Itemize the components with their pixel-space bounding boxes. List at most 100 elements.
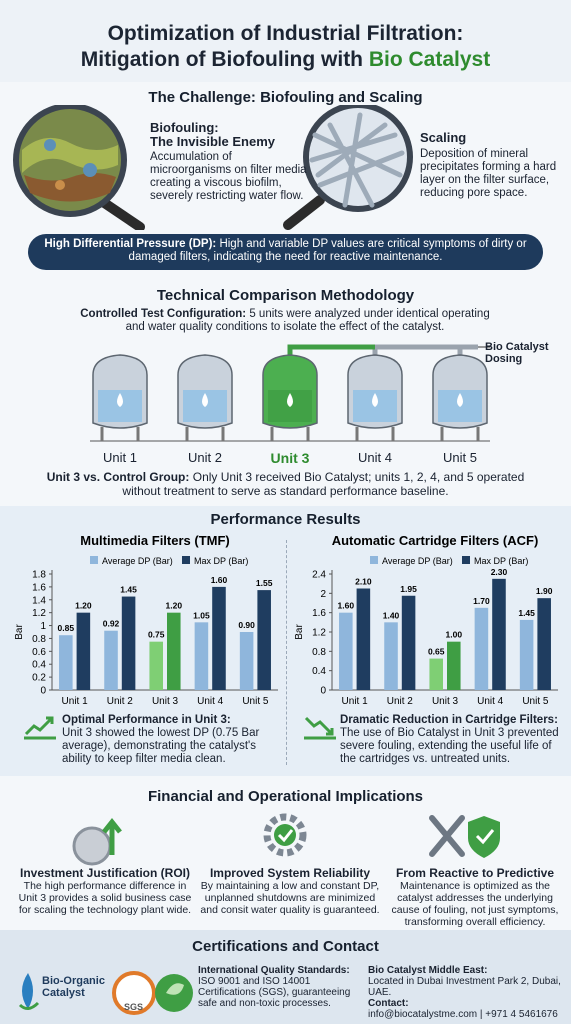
x-tick-label: Unit 4 (197, 696, 224, 707)
title-line2: Mitigation of Biofouling with Bio Cataly… (0, 48, 571, 72)
tank (347, 354, 403, 441)
value-label: 1.00 (446, 630, 463, 640)
bar (149, 641, 163, 690)
y-tick-label: 0.8 (312, 647, 326, 658)
bar (447, 641, 461, 690)
bar (429, 658, 443, 690)
note1: Optimal Performance in Unit 3: Unit 3 sho… (62, 714, 277, 766)
bar (121, 596, 136, 690)
gear-icon (263, 813, 307, 857)
note2-text: The use of Bio Catalyst in Unit 3 preven… (340, 727, 559, 765)
scaling-heading: Scaling (420, 130, 467, 145)
section-title-text: Performance Results (202, 511, 369, 528)
value-label: 1.20 (75, 601, 92, 611)
y-tick-label: 1 (40, 621, 46, 632)
chart-title: Automatic Cartridge Filters (ACF) (332, 533, 539, 548)
bar (492, 578, 506, 690)
section-title-text: Financial and Operational Implications (139, 788, 432, 805)
x-tick-label: Unit 3 (152, 696, 179, 707)
bar (401, 595, 416, 690)
unit-label: Unit 1 (103, 450, 137, 465)
chart: Automatic Cartridge Filters (ACF) Average… (294, 533, 558, 707)
y-tick-label: 1.6 (312, 608, 326, 619)
biofouling-subheading: The Invisible Enemy (150, 134, 275, 149)
legend-swatch (182, 556, 190, 564)
y-tick-label: 0 (320, 686, 326, 697)
bar (194, 622, 209, 690)
value-label: 2.30 (491, 567, 508, 577)
challenge-illustrations (13, 105, 413, 230)
note2: Dramatic Reduction in Cartridge Filters:… (340, 714, 560, 766)
note2-label: Dramatic Reduction in Cartridge Filters: (340, 714, 558, 726)
bar (474, 607, 489, 690)
value-label: 1.20 (166, 601, 183, 611)
y-tick-label: 0.4 (32, 660, 46, 671)
bar (167, 612, 181, 690)
scaling-text: Deposition of mineral precipitates formi… (420, 148, 557, 199)
config-label: Controlled Test Configuration: (80, 308, 247, 320)
bar (76, 612, 91, 690)
y-axis-label: Bar (14, 624, 25, 640)
tank-drop (202, 393, 208, 407)
tanks (92, 354, 488, 441)
contact-info: Bio Catalyst Middle East: Located in Duba… (368, 965, 568, 1020)
legend-label: Max DP (Bar) (194, 556, 248, 566)
dp-banner: High Differential Pressure (DP): High an… (28, 234, 543, 270)
tank-drop (287, 393, 293, 407)
implication-heading: Investment Justification (ROI) (19, 866, 191, 880)
legend-label: Max DP (Bar) (474, 556, 528, 566)
section-title: Certifications and Contact (0, 938, 571, 955)
y-tick-label: 1.4 (32, 595, 46, 606)
scaling-magnifier (283, 105, 413, 230)
logo-text: Bio-Organic Catalyst (42, 975, 105, 999)
config-text: Controlled Test Configuration: 5 units w… (70, 308, 500, 334)
bar (339, 612, 353, 690)
x-tick-label: Unit 4 (477, 696, 504, 707)
y-tick-label: 0.2 (32, 673, 46, 684)
value-label: 2.10 (355, 577, 372, 587)
config-body: 5 units were analyzed under identical op… (125, 308, 490, 333)
standards-text: ISO 9001 and ISO 14001 Certifications (S… (198, 976, 351, 1009)
office-text: Located in Dubai Investment Park 2, Duba… (368, 976, 561, 998)
standards-label: International Quality Standards: (198, 965, 350, 976)
biofouling-text: Accumulation of microorganisms on filter… (150, 151, 307, 202)
title-highlight: Bio Catalyst (368, 48, 491, 71)
value-label: 1.70 (473, 596, 490, 606)
x-tick-label: Unit 5 (242, 696, 269, 707)
y-tick-label: 0.6 (32, 647, 46, 658)
y-tick-label: 0.8 (32, 634, 46, 645)
contact-label: Contact: (368, 998, 409, 1009)
x-tick-label: Unit 2 (387, 696, 414, 707)
implication: Improved System Reliability By maintainin… (200, 866, 380, 916)
y-axis-label: Bar (294, 624, 305, 640)
value-label: 0.85 (58, 623, 75, 633)
y-tick-label: 1.2 (32, 608, 46, 619)
control-text: Only Unit 3 received Bio Catalyst; units… (122, 470, 525, 498)
unit-label: Unit 2 (188, 450, 222, 465)
bar (519, 619, 534, 690)
value-label: 1.40 (383, 610, 400, 620)
contact-text: info@biocatalystme.com | +971 4 5461676 (368, 1009, 558, 1020)
tank (262, 354, 318, 441)
unit-label: Unit 4 (358, 450, 392, 465)
section-title: Technical Comparison Methodology (0, 287, 571, 304)
bar (384, 622, 398, 690)
implication-text: The high performance difference in Unit … (18, 880, 192, 916)
bar (212, 586, 226, 690)
y-tick-label: 1.6 (32, 582, 46, 593)
chart-divider (286, 540, 287, 765)
note1-text: Unit 3 showed the lowest DP (0.75 Bar av… (62, 727, 260, 765)
implication-heading: From Reactive to Predictive (395, 866, 555, 880)
roi-icon (72, 817, 122, 866)
x-tick-label: Unit 2 (107, 696, 134, 707)
section-title: Financial and Operational Implications (0, 788, 571, 805)
scaling-block: Scaling Deposition of mineral precipitat… (420, 130, 565, 200)
tools-icon (429, 815, 500, 858)
x-tick-label: Unit 1 (342, 696, 369, 707)
note1-label: Optimal Performance in Unit 3: (62, 714, 231, 726)
title-line1: Optimization of Industrial Filtration: (107, 22, 464, 45)
y-tick-label: 0.4 (312, 666, 326, 677)
y-tick-label: 0 (40, 686, 46, 697)
biofouling-heading: Biofouling: (150, 120, 219, 135)
bar (59, 635, 73, 690)
